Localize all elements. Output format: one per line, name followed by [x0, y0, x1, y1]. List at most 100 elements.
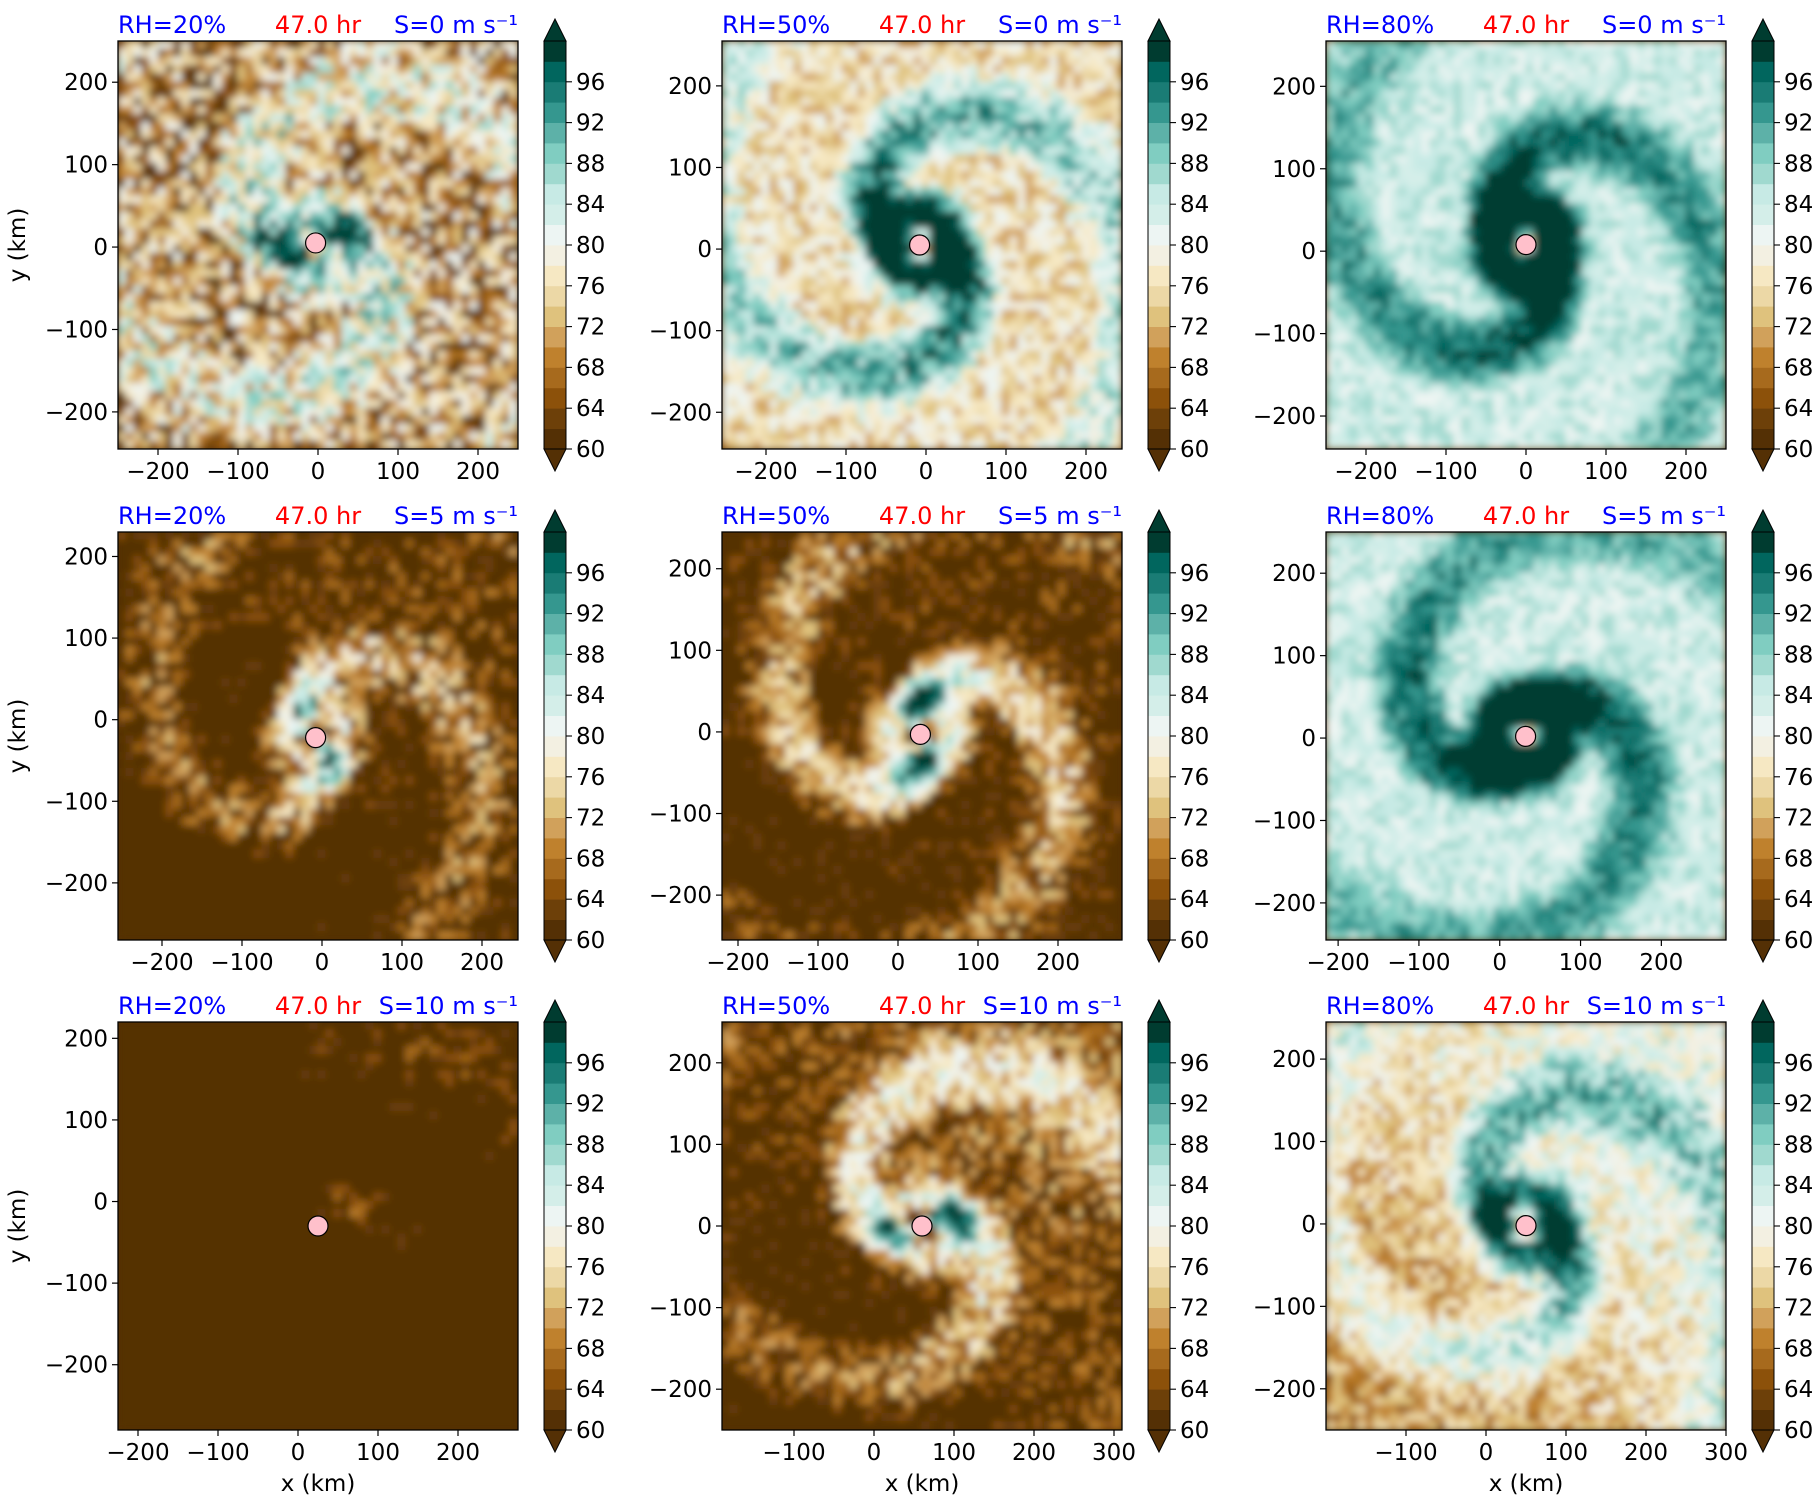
- colorbar-tick-label: 76: [576, 1255, 605, 1281]
- colorbar-segment: [1752, 1368, 1774, 1390]
- y-tick-label: −100: [1253, 808, 1316, 834]
- colorbar-segment: [1148, 1287, 1170, 1308]
- y-tick-label: −100: [649, 319, 712, 345]
- y-tick-label: −200: [1253, 1377, 1316, 1403]
- colorbar-segment: [544, 1062, 566, 1084]
- vortex-center-marker: [1515, 233, 1537, 256]
- colorbar-segment: [1148, 367, 1170, 389]
- colorbar-extend-max: [1147, 508, 1171, 533]
- colorbar-tick-label: 60: [1784, 1418, 1813, 1444]
- colorbar-tick-label: 64: [576, 887, 605, 913]
- colorbar-tick-label: 88: [1784, 151, 1813, 177]
- x-tick-label: 0: [1492, 950, 1507, 976]
- title-shear: S=0 m s⁻¹: [394, 11, 518, 39]
- x-tick-label: 0: [1479, 1440, 1494, 1466]
- colorbar-segment: [544, 143, 566, 164]
- colorbar-segment: [1148, 695, 1170, 716]
- colorbar-segment: [1148, 1083, 1170, 1104]
- colorbar-segment: [544, 858, 566, 880]
- colorbar-segment: [544, 102, 566, 123]
- colorbar-segment: [1752, 776, 1774, 798]
- colorbar-segment: [1148, 143, 1170, 164]
- panel-8: −100 0 100 200 300 200 100 0 −100 −200 x (km) RH=80…: [1253, 992, 1813, 1497]
- colorbar-tick-label: 84: [576, 192, 605, 218]
- colorbar-segment: [1148, 183, 1170, 205]
- y-tick-label: 100: [668, 155, 712, 181]
- colorbar-segment: [1752, 654, 1774, 676]
- x-tick-label: −100: [814, 459, 877, 485]
- colorbar-segment: [1148, 1389, 1170, 1410]
- y-tick-label: 0: [93, 1190, 108, 1216]
- title-humidity: RH=80%: [1326, 11, 1434, 39]
- title-humidity: RH=20%: [118, 11, 226, 39]
- colorbar-tick-label: 76: [1180, 274, 1209, 300]
- colorbar-segment: [1148, 919, 1170, 941]
- x-tick-label: 200: [1012, 1440, 1056, 1466]
- colorbar-segment: [544, 1287, 566, 1308]
- colorbar-segment: [1752, 756, 1774, 778]
- x-tick-label: −100: [762, 1440, 825, 1466]
- title-shear: S=5 m s⁻¹: [998, 502, 1122, 530]
- y-tick-label: 200: [668, 557, 712, 583]
- x-tick-label: 300: [1092, 1440, 1136, 1466]
- colorbar-segment: [1148, 1266, 1170, 1288]
- vortex-center-marker: [305, 727, 327, 749]
- colorbar-segment: [1752, 61, 1774, 83]
- colorbar-segment: [544, 838, 566, 859]
- x-tick-label: 0: [867, 1440, 882, 1466]
- vortex-center-marker: [908, 234, 931, 256]
- colorbar-segment: [544, 797, 566, 818]
- panel-1: −200 −100 0 100 200 200 100 0 −100 −200 RH=50% 47.0…: [649, 11, 1209, 485]
- colorbar-segment: [1752, 919, 1774, 941]
- x-tick-label: −100: [1414, 459, 1477, 485]
- colorbar-segment: [1148, 878, 1170, 900]
- colorbar-tick-label: 76: [576, 765, 605, 791]
- colorbar-segment: [1148, 387, 1170, 409]
- colorbar-tick-label: 92: [1180, 1092, 1209, 1118]
- colorbar-tick-label: 76: [1784, 765, 1813, 791]
- colorbar-segment: [544, 1368, 566, 1390]
- colorbar-extend-min: [1751, 1429, 1775, 1454]
- colorbar-tick-label: 72: [576, 315, 605, 341]
- colorbar-segment: [1148, 1062, 1170, 1084]
- colorbar-segment: [544, 1205, 566, 1227]
- colorbar-segment: [1752, 306, 1774, 327]
- y-tick-label: 100: [668, 1132, 712, 1158]
- y-tick-label: 200: [64, 1026, 108, 1052]
- panel-6: −200 −100 0 100 200 200 100 0 −100 −200 y (km) x (k…: [5, 992, 605, 1497]
- colorbar-tick-label: 92: [576, 602, 605, 628]
- colorbar-segment: [544, 245, 566, 266]
- colorbar-segment: [1752, 1287, 1774, 1308]
- y-tick-label: 200: [1272, 74, 1316, 100]
- colorbar-tick-label: 92: [1784, 111, 1813, 137]
- colorbar-segment: [544, 776, 566, 798]
- colorbar-tick-label: 84: [576, 1173, 605, 1199]
- colorbar: 96 92 88 84 80 76 72 68 64 60: [1147, 998, 1209, 1454]
- colorbar-segment: [544, 1328, 566, 1349]
- colorbar-segment: [1752, 695, 1774, 716]
- title-time: 47.0 hr: [275, 11, 361, 39]
- x-tick-label: −200: [126, 459, 189, 485]
- colorbar-segment: [1752, 858, 1774, 880]
- y-tick-label: 100: [64, 1108, 108, 1134]
- y-tick-label: −200: [649, 400, 712, 426]
- colorbar-segment: [544, 1164, 566, 1186]
- colorbar-segment: [1752, 899, 1774, 920]
- colorbar-segment: [1148, 122, 1170, 144]
- colorbar-segment: [1752, 817, 1774, 839]
- colorbar-segment: [1752, 634, 1774, 655]
- x-tick-label: −200: [706, 950, 769, 976]
- colorbar-segment: [1752, 387, 1774, 409]
- colorbar-segment: [1752, 838, 1774, 859]
- colorbar-tick-label: 88: [1784, 642, 1813, 668]
- rh-field: [722, 41, 1122, 449]
- x-tick-label: −100: [786, 950, 849, 976]
- axes-frame: [117, 1021, 519, 1431]
- x-tick-label: −200: [1307, 950, 1370, 976]
- panel-grid: −200 −100 0 100 200 200 100 0 −100 −200 y (km) RH=2…: [5, 11, 1813, 1497]
- colorbar-extend-min: [1751, 448, 1775, 473]
- colorbar-tick-label: 96: [1180, 561, 1209, 587]
- colorbar-segment: [1148, 776, 1170, 798]
- x-tick-label: 200: [1036, 950, 1080, 976]
- colorbar-segment: [544, 695, 566, 716]
